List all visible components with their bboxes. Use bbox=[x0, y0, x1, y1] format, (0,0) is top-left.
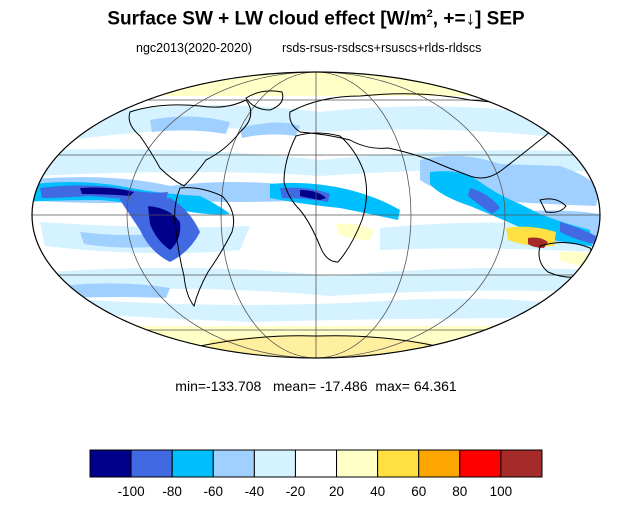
colorbar-swatch bbox=[253, 449, 296, 478]
colorbar-swatch bbox=[336, 449, 379, 478]
colorbar-swatch bbox=[418, 449, 461, 478]
subtitle-left: ngc2013(2020-2020) bbox=[136, 41, 253, 55]
subtitle-right: rsds-rsus-rsdscs+rsuscs+rlds-rldscs bbox=[282, 41, 482, 55]
title-text: Surface SW + LW cloud effect [W/m bbox=[107, 8, 427, 30]
colorbar-tick-label: -60 bbox=[203, 484, 224, 499]
colorbar-tick-label: 60 bbox=[411, 484, 427, 499]
colorbar-tick-label: 40 bbox=[370, 484, 386, 499]
colorbar-swatch bbox=[171, 449, 214, 478]
colorbar-tick-label: -20 bbox=[285, 484, 306, 499]
max-value: 64.361 bbox=[413, 378, 457, 394]
colorbar-swatch bbox=[294, 449, 338, 478]
plot-title: Surface SW + LW cloud effect [W/m2, +=↓]… bbox=[0, 8, 632, 30]
colorbar-tick-label: 20 bbox=[329, 484, 345, 499]
max-label: max= bbox=[375, 378, 410, 394]
mean-label: mean= bbox=[272, 378, 317, 394]
colorbar-tick-label: -100 bbox=[117, 484, 145, 499]
mean-value: -17.486 bbox=[320, 378, 368, 394]
min-value: -133.708 bbox=[206, 378, 262, 394]
colorbar-tick-label: -80 bbox=[162, 484, 182, 499]
colorbar-tick-label: 80 bbox=[452, 484, 468, 499]
statistics-line: min=-133.708 mean= -17.486 max= 64.361 bbox=[0, 378, 632, 394]
title-superscript: 2 bbox=[426, 8, 433, 20]
colorbar-swatch bbox=[377, 449, 420, 478]
min-label: min= bbox=[175, 378, 207, 394]
colorbar-tick-label: -40 bbox=[244, 484, 265, 499]
colorbar-swatch bbox=[500, 449, 543, 478]
title-tail: , +=↓] SEP bbox=[432, 8, 525, 30]
colorbar-swatch bbox=[459, 449, 502, 478]
colorbar-swatch bbox=[130, 449, 173, 478]
colorbar-swatch bbox=[212, 449, 255, 478]
colorbar-swatch bbox=[89, 449, 132, 478]
colorbar-tick-label: 100 bbox=[489, 484, 513, 499]
